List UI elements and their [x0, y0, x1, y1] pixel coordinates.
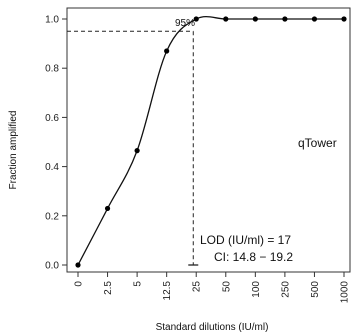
data-points	[75, 16, 347, 268]
x-tick-label: 25	[192, 281, 203, 293]
y-tick-label: 1.0	[45, 15, 59, 26]
x-tick-label: 2.5	[103, 281, 114, 295]
y-tick-label: 0.4	[45, 162, 59, 173]
x-axis: 0 2.5 5 12.5 25 50 100 250 500 1000	[74, 272, 351, 303]
x-tick-label: 1000	[340, 281, 351, 304]
data-point	[311, 16, 318, 22]
y-tick-label: 0.8	[45, 64, 59, 75]
reference-lines	[67, 30, 199, 266]
data-point	[193, 16, 199, 22]
x-tick-label: 250	[280, 281, 291, 298]
y-tick-label: 0.2	[45, 211, 59, 222]
instrument-label: qTower	[298, 136, 337, 150]
y-tick-label: 0.6	[45, 113, 59, 124]
data-point	[104, 205, 111, 212]
y-tick-label: 0.0	[45, 261, 59, 272]
data-point	[223, 16, 229, 22]
data-point	[341, 16, 347, 22]
level-label: 95%	[175, 18, 195, 29]
y-axis: 0.0 0.2 0.4 0.6 0.8 1.0	[45, 15, 67, 272]
fitted-curve	[77, 16, 344, 266]
x-axis-title: Standard dilutions (IU/ml)	[156, 322, 269, 333]
plot-frame	[66, 7, 351, 273]
x-tick-label: 5	[133, 281, 144, 287]
lod-label: LOD (IU/ml) = 17	[200, 233, 291, 247]
data-point	[134, 148, 140, 154]
y-axis-title: Fraction amplified	[8, 111, 19, 190]
data-point	[75, 262, 81, 268]
data-point	[282, 16, 288, 22]
x-tick-label: 500	[310, 281, 321, 298]
x-tick-label: 50	[221, 281, 232, 293]
x-tick-label: 12.5	[162, 281, 173, 301]
x-tick-label: 0	[74, 281, 85, 287]
x-tick-label: 100	[251, 281, 262, 298]
data-point	[252, 16, 258, 22]
data-point	[164, 48, 170, 54]
ci-label: CI: 14.8 − 19.2	[214, 250, 293, 264]
